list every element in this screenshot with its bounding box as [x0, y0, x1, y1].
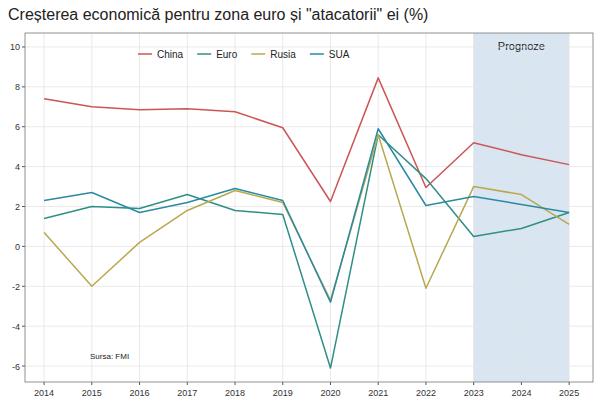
x-tick-label: 2020	[320, 388, 340, 398]
tick	[235, 382, 236, 385]
grid-line	[139, 33, 140, 382]
tick	[187, 382, 188, 385]
x-tick-label: 2023	[464, 388, 484, 398]
grid-line	[187, 33, 188, 382]
tick	[22, 46, 25, 47]
y-tick-label: 6	[15, 122, 20, 132]
tick	[22, 286, 25, 287]
legend-item: Euro	[197, 49, 238, 60]
background	[0, 0, 600, 410]
y-tick-label: 4	[15, 162, 20, 172]
y-tick-label: 10	[10, 42, 20, 52]
legend-swatch	[251, 53, 265, 55]
tick	[22, 126, 25, 127]
grid-line	[282, 33, 283, 382]
grid-line	[330, 33, 331, 382]
legend-swatch	[138, 53, 152, 55]
grid-line	[473, 33, 474, 382]
x-tick-label: 2014	[34, 388, 54, 398]
grid-line	[569, 33, 570, 382]
legend-item: SUA	[310, 49, 350, 60]
y-tick-label: -2	[12, 282, 20, 292]
series-line	[44, 78, 569, 202]
legend-swatch	[310, 53, 324, 55]
series-line	[44, 129, 569, 303]
grid-line	[25, 286, 593, 287]
tick	[22, 326, 25, 327]
grid-line	[425, 33, 426, 382]
tick	[282, 382, 283, 385]
legend-label: Rusia	[270, 49, 296, 60]
x-tick-label: 2016	[130, 388, 150, 398]
x-tick-label: 2018	[225, 388, 245, 398]
legend-item: Rusia	[251, 49, 296, 60]
x-tick-label: 2019	[273, 388, 293, 398]
y-tick-label: 2	[15, 202, 20, 212]
x-tick-label: 2017	[177, 388, 197, 398]
legend-item: China	[138, 49, 184, 60]
tick	[22, 366, 25, 367]
tick	[22, 246, 25, 247]
source: Sursa: FMI	[90, 352, 129, 361]
x-tick-label: 2025	[559, 388, 579, 398]
x-tick-label: 2024	[511, 388, 531, 398]
series-line	[44, 135, 569, 301]
tick	[44, 382, 45, 385]
tick	[378, 382, 379, 385]
grid-line	[44, 33, 45, 382]
tick	[22, 86, 25, 87]
tick	[91, 382, 92, 385]
forecast-region	[474, 33, 569, 382]
legend-label: SUA	[329, 49, 350, 60]
x-tick-label: 2015	[82, 388, 102, 398]
y-tick-label: 0	[15, 242, 20, 252]
tick	[473, 382, 474, 385]
tick	[22, 206, 25, 207]
grid-line	[521, 33, 522, 382]
tick	[330, 382, 331, 385]
grid-line	[91, 33, 92, 382]
tick	[425, 382, 426, 385]
plot-frame	[25, 33, 593, 382]
title: Creșterea economică pentru zona euro și …	[8, 6, 428, 23]
x-tick-label: 2022	[416, 388, 436, 398]
chart: Creșterea economică pentru zona euro și …	[0, 0, 600, 410]
y-tick-label: 8	[15, 82, 20, 92]
tick	[22, 166, 25, 167]
x-tick-label: 2021	[368, 388, 388, 398]
grid-line	[235, 33, 236, 382]
grid-line	[378, 33, 379, 382]
tick	[521, 382, 522, 385]
grid-line	[25, 326, 593, 327]
grid-line	[25, 86, 593, 87]
y-tick-label: -4	[12, 322, 20, 332]
tick	[139, 382, 140, 385]
legend-swatch	[197, 53, 211, 55]
grid-line	[25, 126, 593, 127]
grid-line	[25, 46, 593, 47]
series-group	[44, 78, 569, 368]
tick	[569, 382, 570, 385]
legend-label: Euro	[216, 49, 238, 60]
grid-line	[25, 366, 593, 367]
legend-label: China	[157, 49, 184, 60]
y-tick-label: -6	[12, 362, 20, 372]
grid-line	[25, 246, 593, 247]
